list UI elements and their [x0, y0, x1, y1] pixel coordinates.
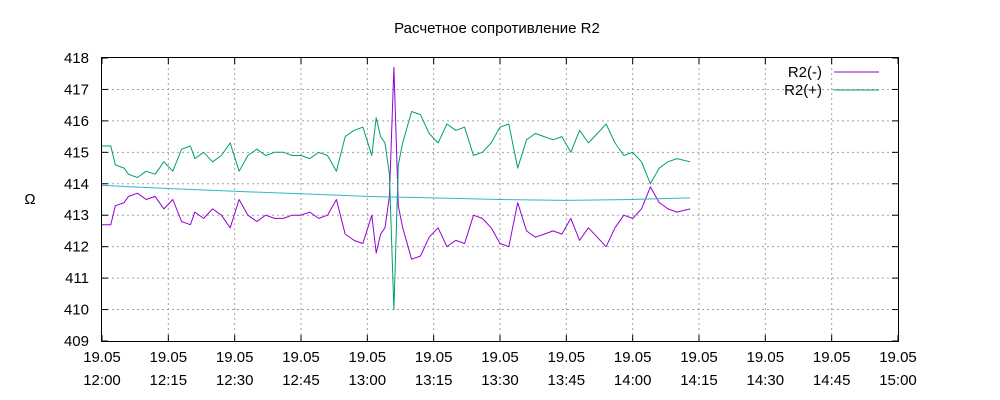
y-tick-label: 414: [64, 176, 89, 193]
y-tick-label: 418: [64, 50, 89, 67]
x-tick-date: 19.05: [83, 349, 121, 366]
x-tick-date: 19.05: [879, 349, 917, 366]
x-tick-date: 19.05: [216, 349, 254, 366]
y-tick-label: 416: [64, 113, 89, 130]
x-tick-date: 19.05: [481, 349, 519, 366]
x-tick-time: 14:15: [680, 372, 718, 389]
x-tick-date: 19.05: [349, 349, 387, 366]
x-tick-time: 12:15: [150, 372, 188, 389]
series-line-trend: [101, 184, 691, 201]
chart-title: Расчетное сопротивление R2: [394, 20, 600, 37]
y-tick-label: 409: [64, 333, 89, 350]
x-tick-time: 14:30: [747, 372, 785, 389]
x-tick-date: 19.05: [813, 349, 851, 366]
plot-frame: [101, 57, 899, 342]
series-line-r2: [102, 66, 691, 260]
x-axis-ticks: 19.05 12:00 19.05 12:15 19.05 12:30 19.05 12:45…: [83, 58, 917, 389]
y-tick-label: 417: [64, 81, 89, 98]
x-tick-date: 19.05: [150, 349, 188, 366]
x-tick-time: 12:30: [216, 372, 254, 389]
x-tick-time: 14:00: [614, 372, 652, 389]
x-tick-date: 19.05: [747, 349, 785, 366]
x-tick-date: 19.05: [614, 349, 652, 366]
y-tick-label: 412: [64, 239, 89, 256]
legend-label: R2(+): [784, 82, 822, 99]
x-tick-time: 13:15: [415, 372, 453, 389]
y-tick-label: 410: [64, 302, 89, 319]
x-tick-time: 14:45: [813, 372, 851, 389]
y-tick-label: 415: [64, 144, 89, 161]
x-tick-time: 12:00: [83, 372, 121, 389]
series-lines: [101, 66, 691, 311]
x-tick-time: 13:30: [481, 372, 519, 389]
series-line-r2: [102, 111, 691, 311]
x-tick-time: 13:45: [548, 372, 586, 389]
y-tick-label: 413: [64, 207, 89, 224]
x-tick-time: 13:00: [349, 372, 387, 389]
legend-label: R2(-): [788, 64, 822, 81]
x-tick-time: 12:45: [282, 372, 320, 389]
y-axis-label: Ω: [24, 191, 35, 208]
x-tick-date: 19.05: [680, 349, 718, 366]
grid: [102, 58, 898, 341]
x-tick-time: 15:00: [879, 372, 917, 389]
y-tick-label: 411: [65, 270, 89, 287]
x-tick-date: 19.05: [548, 349, 586, 366]
x-tick-date: 19.05: [415, 349, 453, 366]
y-axis-ticks: 409 410 411 412 413 414 415 416 417 418: [64, 50, 898, 350]
legend: R2(-)R2(+): [784, 64, 879, 99]
x-tick-date: 19.05: [282, 349, 320, 366]
